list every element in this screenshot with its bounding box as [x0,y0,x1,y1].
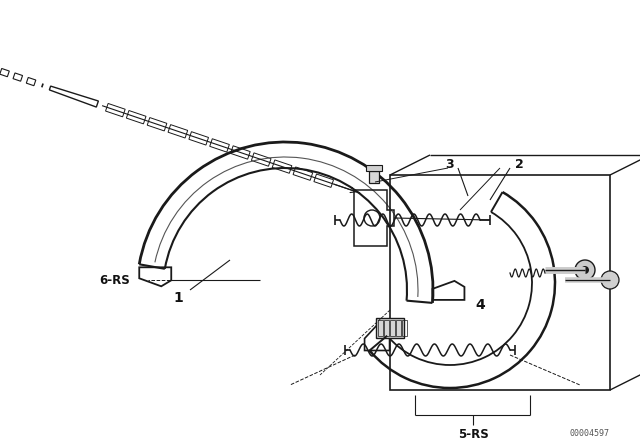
Bar [13,73,22,81]
Text: 5-RS: 5-RS [458,428,488,441]
Bar [26,78,36,86]
Bar [0,69,10,77]
Text: 1: 1 [173,291,183,305]
Circle shape [601,271,619,289]
Circle shape [575,260,595,280]
Bar [390,320,395,336]
Text: 2: 2 [515,158,524,171]
Bar [384,320,389,336]
Bar [366,165,382,171]
Bar [378,320,383,336]
Text: 3: 3 [445,158,454,171]
Bar [369,171,379,183]
Circle shape [581,266,589,274]
Text: 4: 4 [475,298,485,312]
Text: 00004597: 00004597 [570,428,610,438]
Bar [376,318,404,338]
Text: 6-RS: 6-RS [100,273,131,287]
Bar [396,320,401,336]
Bar [402,320,407,336]
